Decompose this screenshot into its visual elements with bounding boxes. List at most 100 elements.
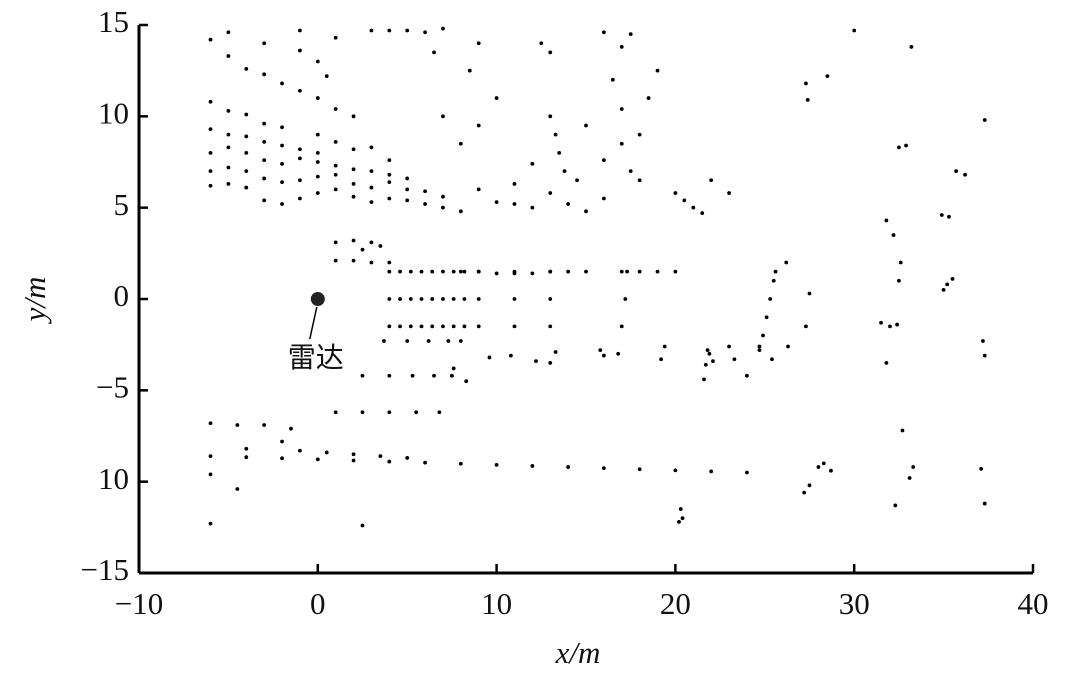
point — [705, 348, 710, 353]
radar-marker — [310, 292, 325, 306]
point — [441, 297, 445, 301]
point — [208, 521, 213, 526]
point — [423, 189, 427, 194]
point — [262, 423, 267, 427]
point — [825, 74, 830, 79]
point — [451, 297, 456, 301]
point — [557, 150, 562, 155]
point — [981, 339, 985, 343]
point — [280, 143, 284, 148]
point — [893, 503, 898, 508]
point — [398, 297, 402, 301]
point — [315, 174, 320, 179]
point — [950, 277, 955, 281]
point — [601, 353, 606, 358]
point — [280, 81, 284, 86]
point — [852, 28, 857, 33]
point — [939, 213, 944, 217]
point — [244, 134, 249, 139]
point — [476, 324, 481, 329]
point — [408, 324, 413, 329]
y-tick-label: 0 — [114, 278, 130, 313]
x-tick-label: −10 — [115, 586, 163, 621]
point — [821, 461, 826, 466]
point — [451, 366, 456, 371]
point — [761, 333, 765, 338]
point — [619, 324, 624, 329]
point — [387, 196, 392, 201]
point — [298, 28, 302, 33]
point — [566, 202, 571, 206]
point — [711, 359, 715, 364]
point — [351, 167, 356, 172]
point — [208, 150, 213, 155]
point — [382, 339, 386, 343]
point — [441, 269, 445, 274]
point — [226, 145, 231, 150]
point — [548, 297, 553, 301]
point — [398, 324, 402, 329]
point — [530, 205, 535, 210]
point — [432, 50, 436, 55]
point — [405, 198, 410, 203]
point — [423, 30, 427, 35]
point — [662, 344, 667, 349]
point — [628, 32, 633, 37]
point — [476, 269, 481, 274]
point — [458, 269, 463, 274]
point — [494, 200, 499, 205]
x-axis-label: x/m — [555, 635, 601, 670]
point — [315, 132, 320, 137]
point — [807, 291, 812, 296]
point — [512, 297, 517, 301]
point — [244, 455, 249, 460]
point — [262, 140, 267, 144]
point — [476, 123, 481, 128]
point — [351, 194, 356, 199]
point — [360, 247, 365, 252]
point — [280, 180, 284, 184]
point — [333, 163, 338, 168]
point — [727, 344, 731, 349]
point — [805, 97, 810, 102]
point — [298, 156, 302, 161]
point — [963, 172, 967, 177]
point — [464, 379, 469, 384]
point — [387, 158, 392, 163]
point — [804, 81, 808, 86]
point — [324, 74, 329, 79]
point — [539, 41, 544, 46]
point — [244, 169, 249, 174]
point — [625, 269, 630, 274]
point — [387, 269, 392, 274]
point — [745, 373, 749, 378]
point — [673, 191, 678, 195]
y-tick-label: 10 — [98, 461, 129, 496]
point — [446, 339, 451, 343]
point — [462, 269, 467, 274]
point — [419, 324, 424, 329]
point — [430, 297, 435, 301]
point — [360, 410, 365, 415]
point — [628, 169, 633, 174]
point — [879, 320, 883, 325]
point — [703, 362, 708, 367]
point — [430, 269, 435, 274]
point — [487, 355, 492, 360]
point — [333, 187, 338, 192]
point — [682, 198, 687, 203]
point — [829, 468, 833, 473]
point — [945, 282, 950, 287]
point — [387, 180, 392, 184]
point — [387, 28, 392, 33]
point — [315, 457, 320, 462]
point — [904, 143, 908, 148]
point — [673, 269, 678, 274]
point — [410, 373, 415, 378]
point — [954, 169, 959, 174]
point — [419, 269, 424, 274]
point — [816, 465, 821, 469]
point — [333, 140, 338, 144]
point — [333, 240, 338, 245]
point — [387, 373, 392, 378]
